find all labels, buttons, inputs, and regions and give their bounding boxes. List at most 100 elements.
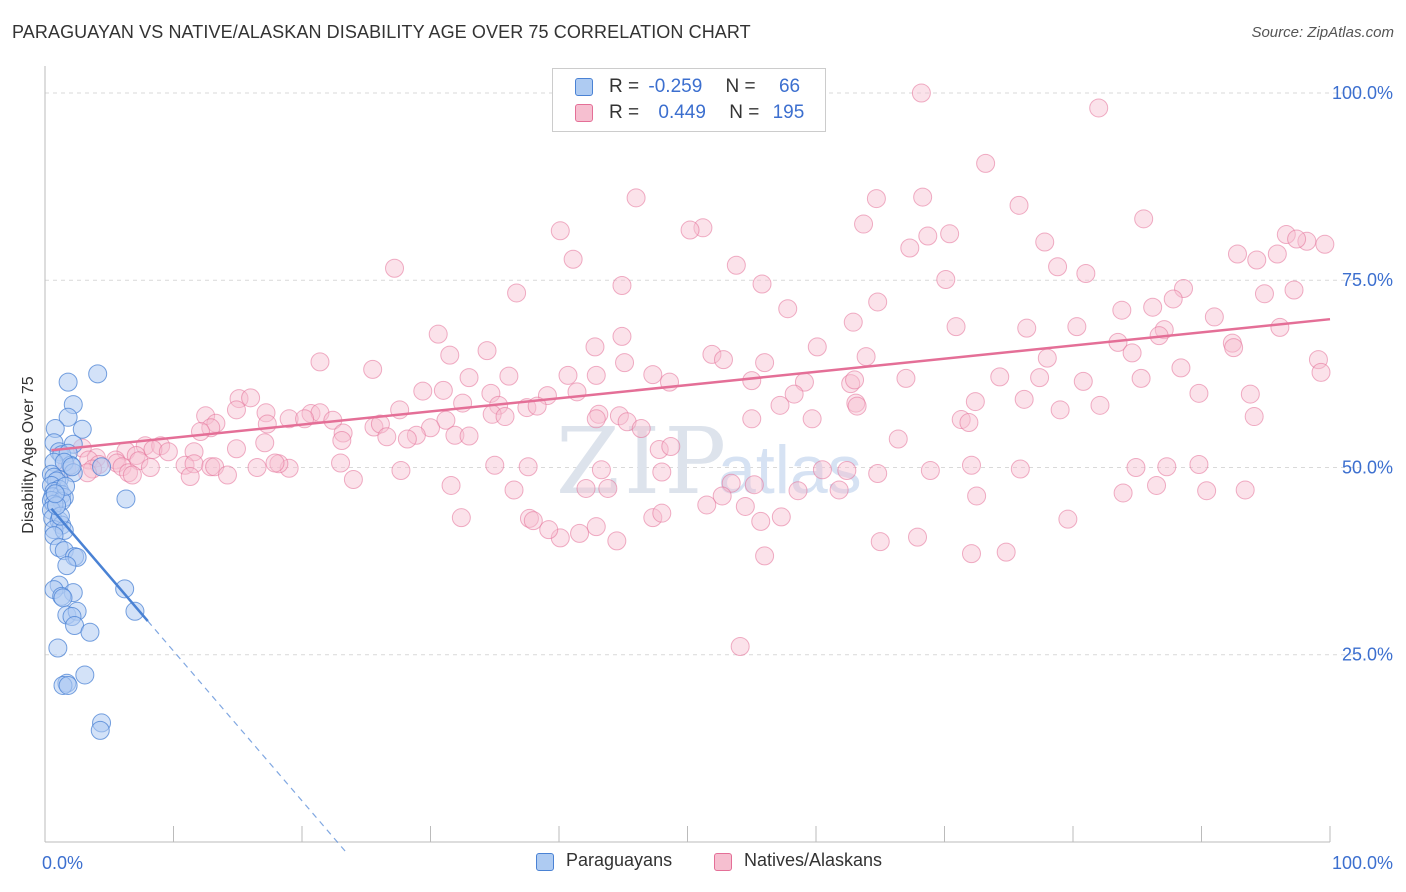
native-alaskan-point <box>615 353 635 373</box>
native-alaskan-point <box>504 480 524 500</box>
native-alaskan-point <box>598 478 618 498</box>
native-alaskan-point <box>1197 481 1217 501</box>
native-alaskan-point <box>499 366 519 386</box>
native-alaskan-point <box>1163 289 1183 309</box>
native-alaskan-point <box>1050 400 1070 420</box>
native-alaskan-point <box>755 353 775 373</box>
native-alaskan-point <box>847 396 867 416</box>
native-alaskan-point <box>751 511 771 531</box>
correlation-legend: R = -0.259 N = 66 R = 0.449 N = 195 <box>552 68 826 132</box>
native-alaskan-point <box>965 392 985 412</box>
native-alaskan-point <box>755 546 775 566</box>
native-alaskan-point <box>585 337 605 357</box>
native-alaskan-point <box>652 503 672 523</box>
native-alaskan-point <box>279 458 299 478</box>
native-alaskan-point <box>967 486 987 506</box>
paraguayan-point <box>53 588 73 608</box>
native-alaskan-point <box>643 508 663 528</box>
bottom-legend-label-paraguayans: Paraguayans <box>566 850 673 870</box>
native-alaskan-point <box>1067 317 1087 337</box>
y-tick-label: 50.0% <box>1342 457 1393 477</box>
native-alaskan-point <box>900 238 920 258</box>
paraguayan-point <box>58 407 78 427</box>
native-alaskan-point <box>631 419 651 439</box>
native-alaskan-point <box>126 446 146 466</box>
native-alaskan-point <box>609 406 629 426</box>
native-alaskan-point <box>854 214 874 234</box>
native-alaskan-point <box>1244 407 1264 427</box>
legend-r-value-paraguayans: -0.259 <box>648 76 703 97</box>
native-alaskan-point <box>1171 358 1191 378</box>
paraguayan-point <box>72 419 92 439</box>
native-alaskan-point <box>1235 480 1255 500</box>
native-alaskan-point <box>1030 368 1050 388</box>
native-alaskan-point <box>436 410 456 430</box>
native-alaskan-point <box>1010 459 1030 479</box>
trend-lines <box>50 317 1331 854</box>
native-alaskan-point <box>1174 278 1194 298</box>
native-alaskan-point <box>1189 454 1209 474</box>
paraguayan-point <box>116 489 136 509</box>
native-alaskan-point <box>586 517 606 537</box>
native-alaskan-point <box>190 422 210 442</box>
native-alaskan-point <box>770 395 790 415</box>
native-alaskan-point <box>1037 348 1057 368</box>
native-alaskan-point <box>247 457 267 477</box>
native-alaskan-point <box>771 507 791 527</box>
native-alaskan-point <box>1112 300 1132 320</box>
native-alaskan-point <box>397 429 417 449</box>
native-alaskan-point <box>1035 232 1055 252</box>
native-alaskan-point <box>226 400 246 420</box>
native-alaskan-point <box>802 409 822 429</box>
native-alaskan-point <box>742 409 762 429</box>
native-alaskan-point <box>680 220 700 240</box>
native-alaskan-point <box>1014 389 1034 409</box>
native-alaskan-point <box>946 317 966 337</box>
y-tick-label: 75.0% <box>1342 270 1393 290</box>
x-tick-label-max: 100.0% <box>1332 853 1393 873</box>
native-alaskan-point <box>255 433 275 453</box>
paraguayan-point <box>125 601 145 621</box>
native-alaskan-point <box>184 454 204 474</box>
native-alaskan-point <box>1017 318 1037 338</box>
native-alaskan-point <box>576 478 596 498</box>
paraguayans-points <box>41 364 145 740</box>
native-alaskan-point <box>563 249 583 269</box>
bottom-legend-swatch-blue <box>536 853 554 871</box>
native-alaskan-point <box>936 269 956 289</box>
legend-n-label: N = <box>725 76 756 97</box>
legend-n-value-natives: 195 <box>772 102 805 123</box>
paraguayan-point <box>48 638 68 658</box>
native-alaskan-point <box>1143 297 1163 317</box>
native-alaskan-point <box>570 523 590 543</box>
native-alaskan-point <box>1240 384 1260 404</box>
native-alaskan-point <box>940 224 960 244</box>
native-alaskan-point <box>961 544 981 564</box>
gridlines <box>45 92 1360 656</box>
native-alaskan-point <box>445 425 465 445</box>
native-alaskan-point <box>643 365 663 385</box>
paraguayan-point <box>80 622 100 642</box>
native-alaskan-point <box>959 413 979 433</box>
native-alaskan-point <box>333 423 353 443</box>
native-alaskan-point <box>1311 362 1331 382</box>
native-alaskan-point <box>122 465 142 485</box>
native-alaskan-point <box>441 475 461 495</box>
native-alaskan-point <box>702 344 722 364</box>
native-alaskan-point <box>507 283 527 303</box>
native-alaskan-point <box>661 437 681 457</box>
paraguayan-point <box>58 372 78 392</box>
native-alaskan-point <box>612 275 632 295</box>
tick-labels: 25.0% 50.0% 75.0% 100.0% 0.0% 100.0% <box>42 83 1393 873</box>
native-alaskan-point <box>1308 350 1328 370</box>
native-alaskan-point <box>961 455 981 475</box>
native-alaskan-point <box>908 527 928 547</box>
native-alaskan-point <box>343 469 363 489</box>
native-alaskan-point <box>990 367 1010 387</box>
native-alaskan-point <box>1131 368 1151 388</box>
paraguayan-point <box>62 457 82 477</box>
native-alaskan-point <box>370 414 390 434</box>
native-alaskan-point <box>911 83 931 103</box>
native-alaskan-point <box>1247 250 1267 270</box>
native-alaskan-point <box>652 462 672 482</box>
